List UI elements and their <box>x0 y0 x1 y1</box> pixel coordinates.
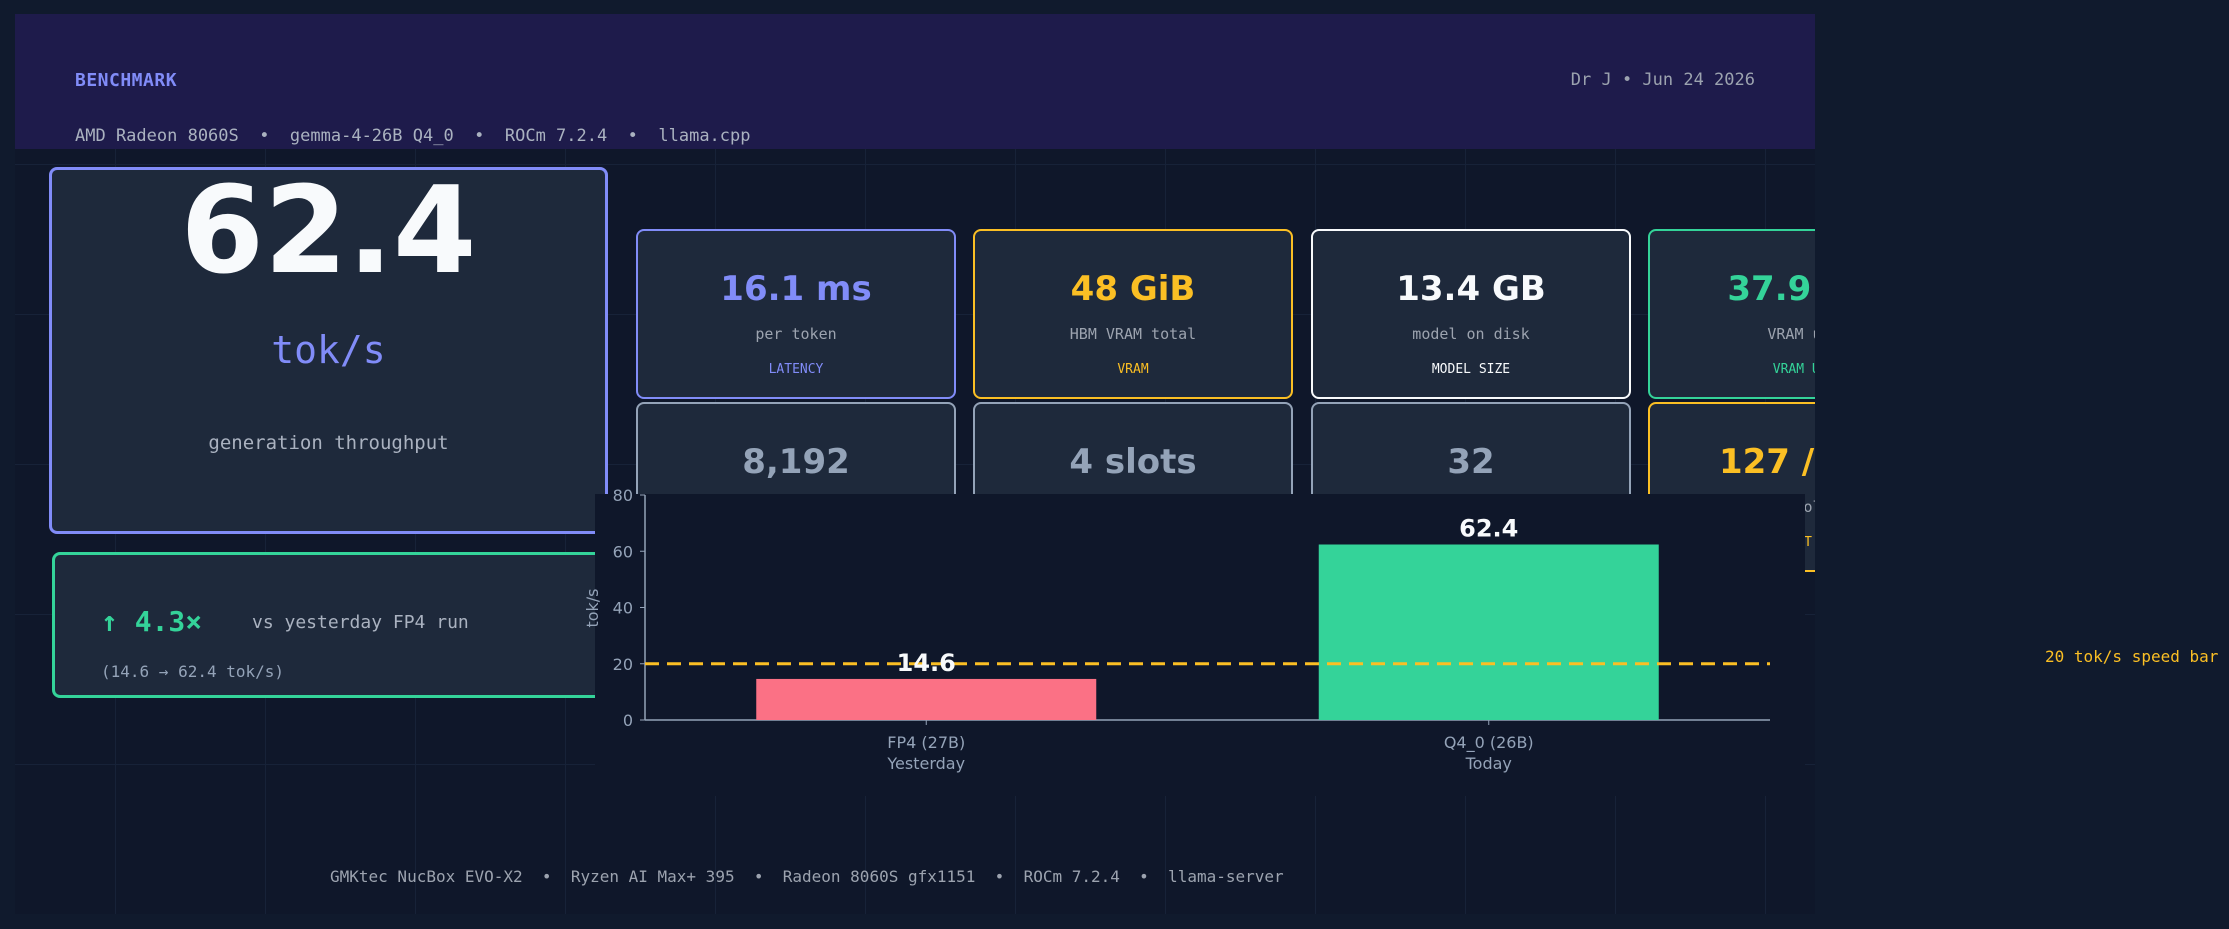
speedup-card: ↑ 4.3× vs yesterday FP4 run (14.6 → 62.4… <box>52 552 605 698</box>
stat-value: 13.4 GB <box>1396 269 1546 309</box>
speedup-detail: (14.6 → 62.4 tok/s) <box>101 662 285 681</box>
stat-description: HBM VRAM total <box>1069 325 1197 343</box>
footer-specs: GMKtec NucBox EVO-X2 • Ryzen AI Max+ 395… <box>330 867 1284 886</box>
stat-tag: VRAM USED <box>1772 362 1815 377</box>
stat-value: 37.9 GiB <box>1727 269 1815 309</box>
stat-value: 32 <box>1447 442 1495 482</box>
stat-tag: MODEL SIZE <box>1431 362 1511 377</box>
throughput-unit: tok/s <box>271 328 386 372</box>
hardware-subtitle: AMD Radeon 8060S • gemma-4-26B Q4_0 • RO… <box>75 126 751 146</box>
stat-description: model on disk <box>1412 325 1530 343</box>
stat-card-vram: 48 GiB HBM VRAM total VRAM <box>973 229 1293 399</box>
speed-bar-label: 20 tok/s speed bar <box>2045 647 2219 666</box>
throughput-caption: generation throughput <box>208 432 449 454</box>
throughput-hero-card: 62.4 tok/s generation throughput <box>49 162 608 534</box>
speedup-description: vs yesterday FP4 run <box>252 612 469 633</box>
stat-tag: LATENCY <box>768 362 824 377</box>
throughput-value: 62.4 <box>180 162 477 301</box>
stat-value: 16.1 ms <box>720 269 872 309</box>
stat-value: 4 slots <box>1069 442 1197 482</box>
speedup-headline: ↑ 4.3× <box>101 605 203 638</box>
stat-card-model-size: 13.4 GB model on disk MODEL SIZE <box>1311 229 1631 399</box>
grid-line <box>15 164 1815 165</box>
header-band: BENCHMARK Dr J • Jun 24 2026 AMD Radeon … <box>15 14 1815 149</box>
stat-value: 48 GiB <box>1070 269 1196 309</box>
brand-label: BENCHMARK <box>75 70 178 91</box>
author-date: Dr J • Jun 24 2026 <box>1570 70 1755 90</box>
stat-tag: VRAM <box>1117 362 1149 377</box>
stat-value: 127 / 208 <box>1718 442 1815 482</box>
stat-value: 8,192 <box>742 442 850 482</box>
stat-description: per token <box>755 325 837 343</box>
stat-card-latency: 16.1 ms per token LATENCY <box>636 229 956 399</box>
dashboard-panel: BENCHMARK Dr J • Jun 24 2026 AMD Radeon … <box>15 14 1815 914</box>
stat-card-vram-used: 37.9 GiB VRAM used VRAM USED <box>1648 229 1815 399</box>
chart-area <box>595 494 1805 796</box>
stat-description: VRAM used <box>1767 325 1815 343</box>
